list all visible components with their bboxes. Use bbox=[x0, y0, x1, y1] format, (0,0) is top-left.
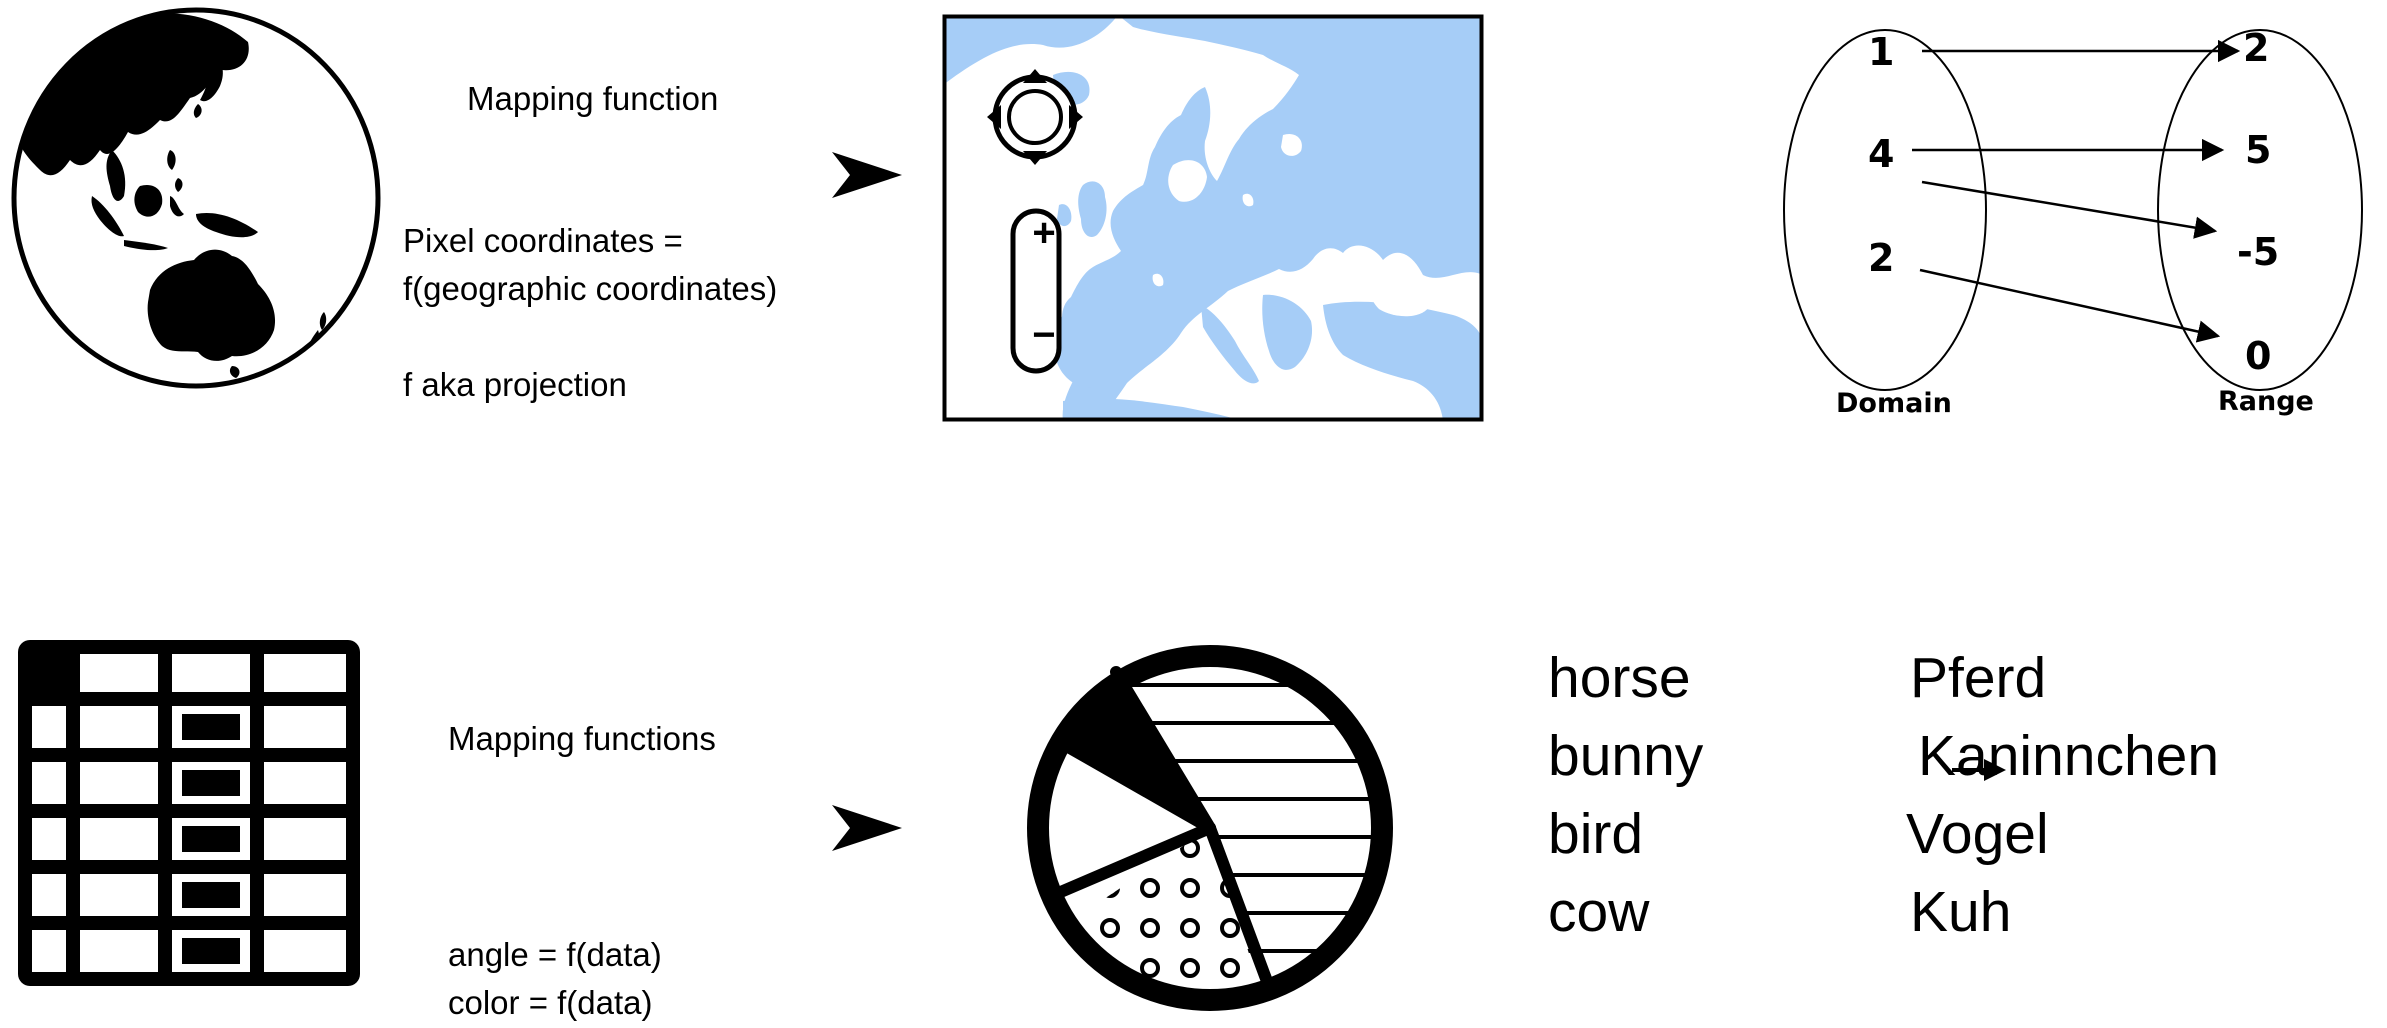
arrow-2-to-0 bbox=[1919, 268, 2221, 343]
english-word-cow: cow bbox=[1548, 880, 1650, 944]
globe-formula-line1: Pixel coordinates = bbox=[403, 222, 683, 259]
range-value-2: 2 bbox=[2243, 26, 2270, 70]
domain-value-2: 2 bbox=[1868, 236, 1895, 280]
globe-title: Mapping function bbox=[467, 80, 719, 117]
formula-angle: angle = f(data) bbox=[448, 936, 662, 973]
translation-arrow-icon bbox=[1952, 759, 2006, 781]
globe-icon bbox=[11, 7, 381, 389]
english-word-horse: horse bbox=[1548, 646, 1691, 710]
range-label: Range bbox=[2218, 386, 2314, 417]
domain-label: Domain bbox=[1836, 388, 1952, 419]
english-word-bunny: bunny bbox=[1548, 724, 1704, 788]
arrow-4-to-minus5 bbox=[1921, 180, 2218, 239]
zoom-in-button: + bbox=[1032, 211, 1056, 255]
arrow-right-icon bbox=[832, 152, 902, 198]
german-word-vogel: Vogel bbox=[1906, 802, 2049, 866]
web-map bbox=[942, 14, 1484, 422]
german-word-kuh: Kuh bbox=[1910, 880, 2012, 944]
range-value-0: 0 bbox=[2245, 334, 2272, 378]
german-word-pferd: Pferd bbox=[1910, 646, 2047, 710]
zoom-out-button: − bbox=[1032, 313, 1056, 357]
domain-value-1: 1 bbox=[1868, 30, 1895, 74]
range-value-minus5: -5 bbox=[2237, 230, 2280, 274]
english-word-bird: bird bbox=[1548, 802, 1644, 866]
domain-value-4: 4 bbox=[1868, 132, 1895, 176]
range-ellipse bbox=[2157, 29, 2363, 391]
globe-note: f aka projection bbox=[403, 366, 627, 403]
table-icon bbox=[18, 640, 360, 986]
table-title: Mapping functions bbox=[448, 720, 716, 757]
domain-ellipse bbox=[1783, 29, 1987, 391]
globe-formula-line2: f(geographic coordinates) bbox=[403, 270, 778, 307]
pie-chart-icon bbox=[1027, 645, 1393, 1011]
range-value-5: 5 bbox=[2245, 128, 2272, 172]
domain-range-diagram bbox=[1783, 29, 2363, 391]
arrow-right-icon bbox=[832, 805, 902, 851]
formula-color: color = f(data) bbox=[448, 984, 653, 1021]
german-word-kaninnchen: Kaninnchen bbox=[1918, 724, 2220, 788]
